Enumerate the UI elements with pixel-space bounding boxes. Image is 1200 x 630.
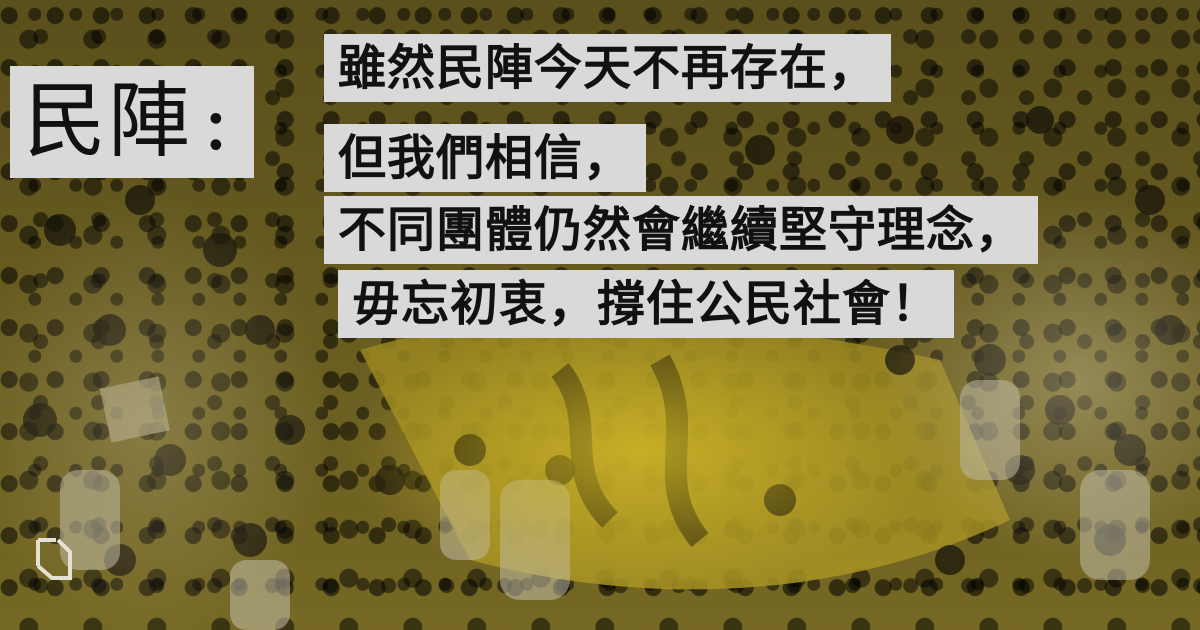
speaker-name: 民陣 — [24, 74, 193, 169]
quote-line-1: 雖然民陣今天不再存在， — [324, 34, 892, 102]
outlet-logo-icon — [36, 538, 72, 580]
quote-line-3: 不同團體仍然會繼續堅守理念， — [324, 196, 1039, 264]
quote-line-2: 但我們相信， — [324, 124, 647, 192]
quote-line-4: 毋忘初衷，撐住公民社會！ — [338, 270, 955, 338]
speaker-colon: : — [202, 74, 232, 169]
speaker-label: 民陣: — [10, 66, 254, 178]
